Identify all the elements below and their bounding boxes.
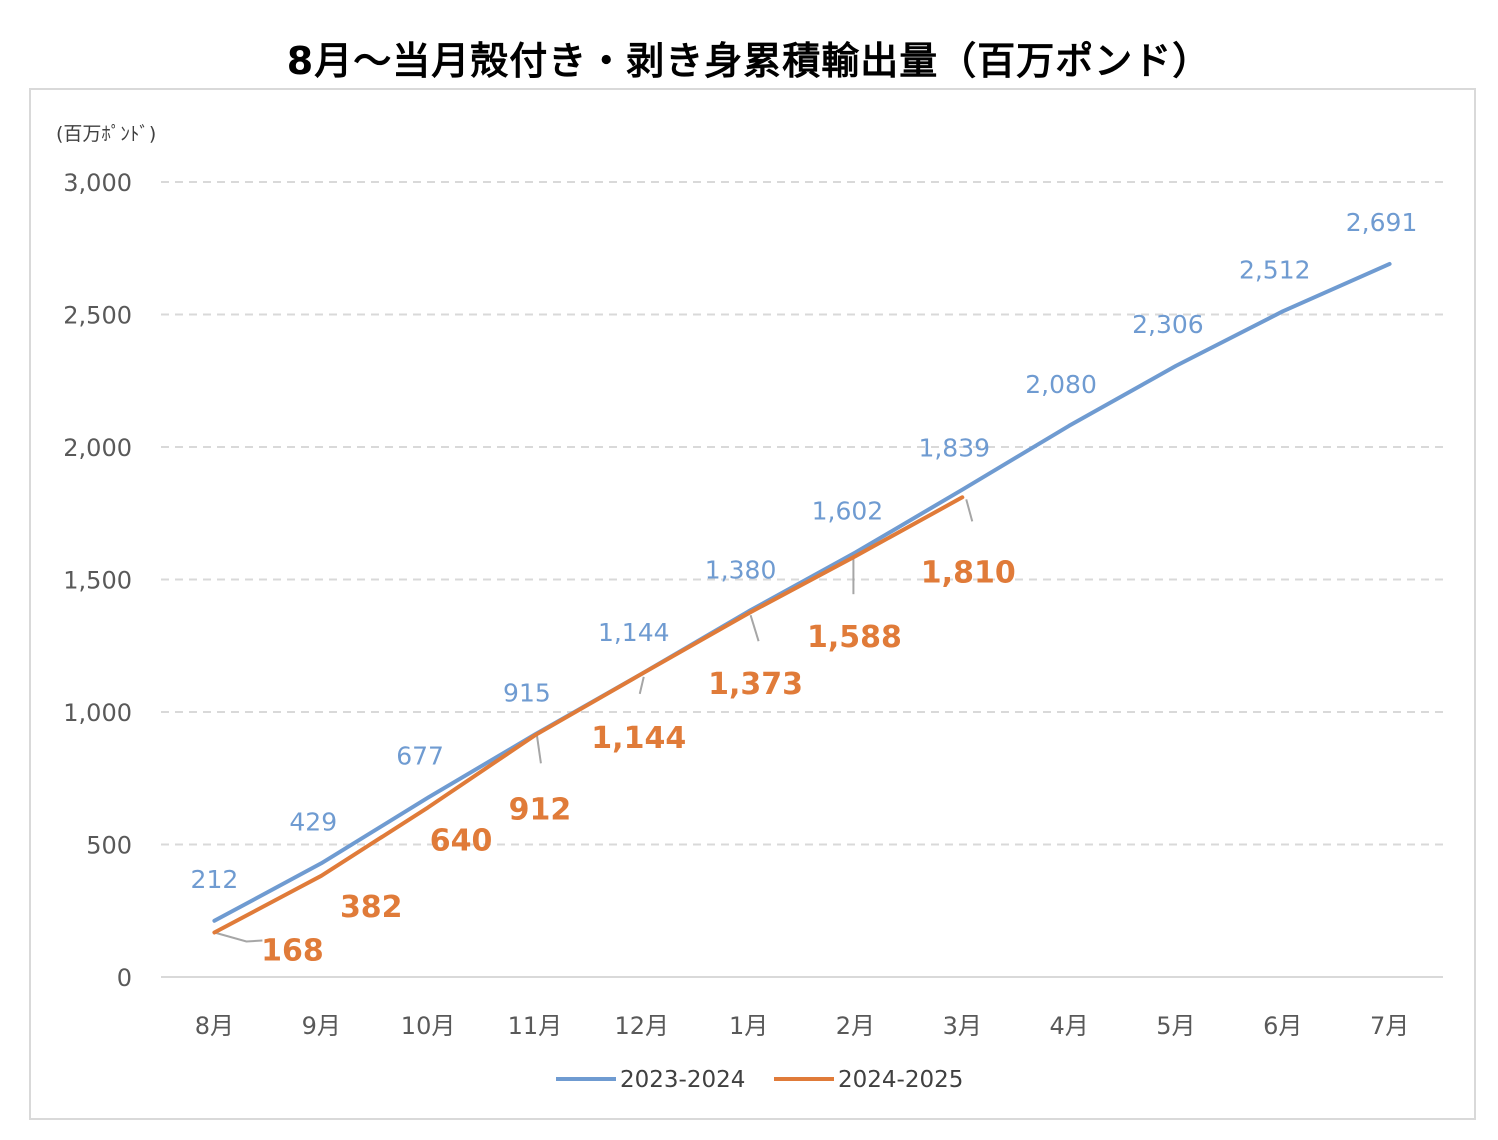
chart-frame (29, 88, 1476, 1120)
data-label-2023-2024: 1,144 (598, 618, 670, 647)
legend: 2023-2024 2024-2025 (556, 1067, 963, 1093)
data-label-2023-2024: 1,602 (812, 496, 884, 525)
y-tick-label: 1,000 (63, 699, 132, 727)
data-label-2023-2024: 2,080 (1025, 370, 1097, 399)
series-line-2023-2024 (212, 261, 1392, 923)
data-label-2024-2025: 1,144 (591, 721, 686, 756)
leader-line (535, 735, 542, 764)
series-line-2024-2025 (212, 495, 965, 935)
series-lines (212, 261, 1392, 935)
y-tick-label: 1,500 (63, 567, 132, 595)
data-label-2023-2024: 2,691 (1346, 208, 1418, 237)
x-tick-label: 10月 (401, 1012, 456, 1040)
y-tick-label: 2,500 (63, 302, 132, 330)
data-label-2023-2024: 915 (503, 679, 551, 708)
data-label-2024-2025: 382 (340, 890, 403, 925)
data-label-2024-2025: 640 (430, 823, 493, 858)
data-label-2024-2025: 1,810 (921, 555, 1016, 590)
data-label-2023-2024: 1,839 (918, 434, 990, 463)
legend-label-2024-2025: 2024-2025 (838, 1067, 963, 1093)
leader-line (965, 499, 974, 522)
x-axis-ticks: 8月 9月 10月 11月 12月 1月 2月 3月 4月 5月 6月 7月 (195, 1012, 1409, 1040)
data-label-2023-2024: 677 (396, 742, 444, 771)
leader-line (749, 614, 760, 642)
x-tick-label: 1月 (729, 1012, 768, 1040)
leader-line (214, 931, 263, 943)
legend-label-2023-2024: 2023-2024 (620, 1067, 745, 1093)
y-tick-label: 0 (117, 964, 132, 992)
x-tick-label: 5月 (1156, 1012, 1195, 1040)
data-label-2023-2024: 212 (191, 865, 239, 894)
data-labels: 212 429 677 915 1,144 1,380 1,602 1,839 2,080 2,3… (191, 208, 1418, 969)
chart-title: 8月～当月殻付き・剥き身累積輸出量（百万ポンド） (286, 39, 1212, 83)
data-label-2024-2025: 1,588 (807, 620, 902, 655)
data-label-2024-2025: 168 (261, 933, 324, 968)
x-tick-label: 3月 (943, 1012, 982, 1040)
data-label-2023-2024: 429 (289, 807, 337, 836)
x-tick-label: 6月 (1263, 1012, 1302, 1040)
x-tick-label: 12月 (614, 1012, 669, 1040)
data-label-2023-2024: 2,306 (1132, 310, 1204, 339)
label-leader-lines (214, 499, 974, 943)
x-tick-label: 4月 (1049, 1012, 1088, 1040)
y-axis-unit-label: (百万ﾎﾟﾝﾄﾞ) (56, 123, 156, 145)
x-tick-label: 2月 (836, 1012, 875, 1040)
y-axis-ticks: 0 500 1,000 1,500 2,000 2,500 3,000 (63, 169, 132, 992)
y-tick-label: 2,000 (63, 434, 132, 462)
data-label-2024-2025: 912 (509, 792, 572, 827)
x-tick-label: 7月 (1370, 1012, 1409, 1040)
data-label-2023-2024: 1,380 (705, 555, 777, 584)
leader-line (638, 676, 645, 695)
x-tick-label: 9月 (302, 1012, 341, 1040)
x-tick-label: 11月 (508, 1012, 563, 1040)
y-tick-label: 3,000 (63, 169, 132, 197)
data-label-2023-2024: 2,512 (1239, 255, 1311, 284)
y-tick-label: 500 (86, 832, 132, 860)
data-label-2024-2025: 1,373 (708, 667, 803, 702)
gridlines (161, 181, 1443, 978)
x-tick-label: 8月 (195, 1012, 234, 1040)
